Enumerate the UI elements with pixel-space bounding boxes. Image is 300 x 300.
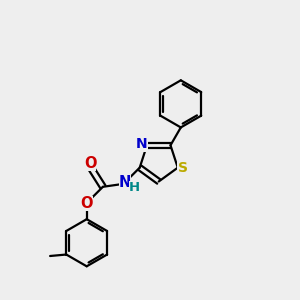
Text: S: S — [178, 161, 188, 175]
Text: O: O — [80, 196, 93, 211]
Text: H: H — [129, 181, 140, 194]
Text: N: N — [136, 137, 148, 151]
Text: N: N — [119, 175, 131, 190]
Text: O: O — [84, 156, 97, 171]
